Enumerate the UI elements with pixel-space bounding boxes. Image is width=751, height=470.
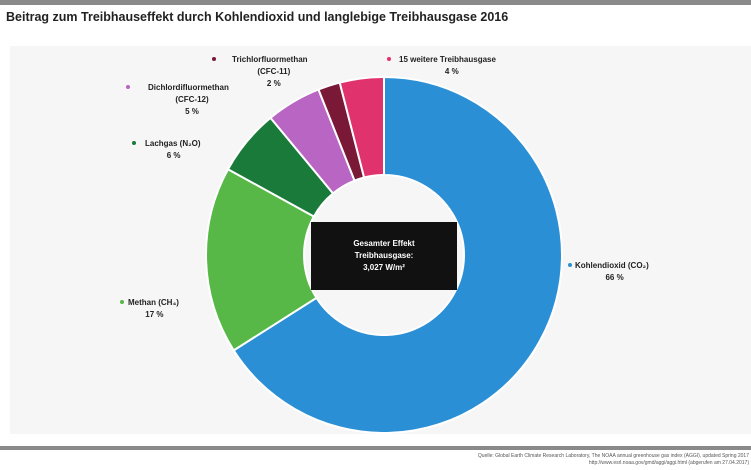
legend-dot-5 [387,57,391,61]
total-effect-value: 3,027 W/m² [363,263,405,272]
slice-label-2-line-0: Lachgas (N₂O) [145,139,201,148]
slice-label-1-line-0: Methan (CH₄) [128,298,179,307]
total-effect-line1: Gesamter Effekt [353,239,415,248]
slice-label-4-line-0: Trichlorfluormethan [232,55,308,64]
slice-label-5-line-0: 15 weitere Treibhausgase [399,55,496,64]
slice-label-4: Trichlorfluormethan (CFC-11) 2 % [232,55,308,88]
slice-label-3-line-2: 5 % [185,107,199,116]
slice-label-0-line-1: 66 % [605,273,623,282]
source-note: Quelle: Global Earth Climate Research La… [478,453,749,467]
slice-label-0-line-0: Kohlendioxid (CO₂) [575,261,649,270]
slice-label-3: Dichlordifluormethan (CFC-12) 5 % [148,83,229,116]
total-effect-line2: Treibhausgase: [354,251,414,260]
slice-label-1: Methan (CH₄) 17 % [128,298,179,319]
source-line1: Quelle: Global Earth Climate Research La… [477,453,749,459]
slice-label-2-line-1: 6 % [167,151,181,160]
slice-label-4-line-2: 2 % [267,79,281,88]
legend-dot-3 [126,85,130,89]
slice-label-2: Lachgas (N₂O) 6 % [145,139,201,160]
slice-label-0: Kohlendioxid (CO₂) 66 % [575,261,649,282]
slice-label-1-line-1: 17 % [145,310,163,319]
slice-0 [232,75,563,434]
legend-dot-0 [568,263,572,267]
legend-dot-1 [120,300,124,304]
slice-1 [205,167,318,352]
slice-label-4-line-1: (CFC-11) [257,67,290,76]
slice-label-3-line-1: (CFC-12) [175,95,209,104]
slice-label-5: 15 weitere Treibhausgase 4 % [399,55,496,76]
bottom-rule [0,446,751,450]
legend-dot-4 [212,57,216,61]
total-effect-box: Gesamter Effekt Treibhausgase: 3,027 W/m… [311,222,457,290]
slice-label-5-line-1: 4 % [445,67,459,76]
slice-label-3-line-0: Dichlordifluormethan [148,83,229,92]
slice-5 [338,75,385,179]
source-line2: http://www.esrl.noaa.gov/gmd/aggi/aggi.h… [588,460,749,466]
top-rule [0,0,751,5]
chart-title: Beitrag zum Treibhauseffekt durch Kohlen… [6,10,509,24]
legend-dot-2 [132,141,136,145]
